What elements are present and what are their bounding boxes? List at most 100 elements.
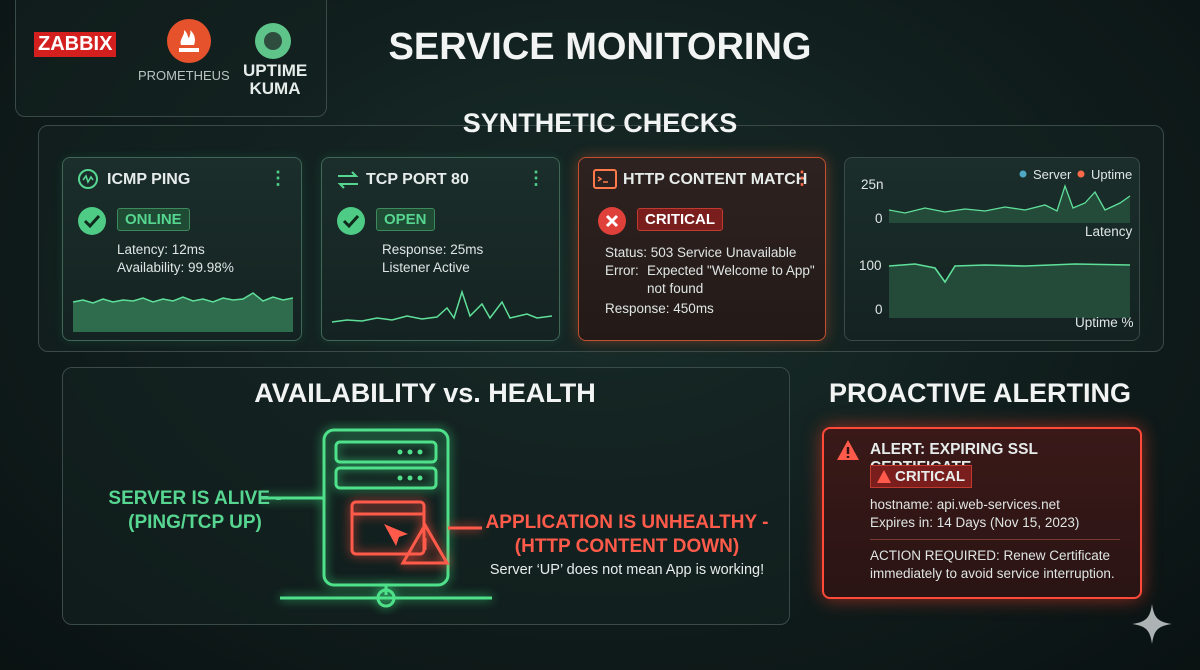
axis-label: 0 bbox=[875, 302, 883, 317]
shape bbox=[597, 176, 608, 183]
shape bbox=[334, 466, 438, 490]
legend-entry: Uptime bbox=[1091, 167, 1133, 182]
uptime-kuma-label: UPTIME KUMA bbox=[243, 62, 307, 98]
check-card: TCP PORT 80 ⋮ OPEN Response: 25ms Listene… bbox=[321, 157, 560, 341]
axis-title: Latency bbox=[1085, 224, 1133, 239]
menu-icon: ⋮ bbox=[793, 168, 811, 188]
page-title: SERVICE MONITORING bbox=[388, 26, 812, 68]
health-panel bbox=[62, 367, 790, 625]
shape bbox=[264, 32, 282, 50]
shape bbox=[888, 183, 1131, 214]
shape bbox=[889, 186, 1130, 223]
health-note: Server ‘UP’ does not mean App is working… bbox=[489, 562, 765, 578]
label-line: APPLICATION IS UNHEALTHY - bbox=[485, 512, 769, 533]
section-title: AVAILABILITY vs. HEALTH bbox=[254, 378, 596, 408]
shape bbox=[888, 263, 1131, 284]
axis-label: 100 bbox=[859, 258, 882, 273]
app-status: APPLICATION IS UNHEALTHY - (HTTP CONTENT … bbox=[482, 511, 772, 559]
logo-text: UPTIME bbox=[243, 61, 308, 80]
error-icon bbox=[598, 207, 626, 235]
shape bbox=[384, 524, 408, 546]
shape bbox=[73, 292, 293, 304]
shape bbox=[397, 449, 423, 481]
shape bbox=[337, 171, 359, 189]
card-line: Response: 25ms bbox=[382, 242, 484, 257]
label-line: SERVER IS ALIVE - bbox=[108, 488, 282, 509]
check-icon bbox=[337, 207, 365, 235]
uptime-kuma-icon bbox=[255, 23, 291, 59]
shape bbox=[82, 174, 94, 184]
legend-entry: Server bbox=[1033, 167, 1072, 182]
shape bbox=[260, 428, 492, 608]
alert-line: Expires in: 14 Days (Nov 15, 2023) bbox=[870, 515, 1080, 530]
shape bbox=[407, 449, 413, 455]
shape bbox=[78, 169, 98, 189]
shape bbox=[397, 449, 403, 455]
shape bbox=[332, 289, 552, 323]
shape bbox=[83, 214, 101, 229]
server-diagram bbox=[260, 428, 492, 608]
card-title: ICMP PING bbox=[107, 171, 191, 188]
card-line: Availability: 99.98% bbox=[117, 260, 234, 275]
menu-icon: ⋮ bbox=[269, 168, 287, 188]
alert-card: ALERT: EXPIRING SSL CERTIFICATE CRITICAL… bbox=[822, 427, 1142, 599]
label-line: (PING/TCP UP) bbox=[128, 512, 262, 533]
check-card: ICMP PING ⋮ ONLINE Latency: 12ms Availabi… bbox=[62, 157, 302, 341]
port-icon bbox=[337, 171, 359, 189]
check-icon bbox=[78, 207, 106, 235]
shape bbox=[1132, 604, 1172, 644]
axis-label: 0 bbox=[875, 211, 883, 226]
sparkline bbox=[73, 292, 293, 332]
alert-line: ACTION REQUIRED: Renew Certificate bbox=[870, 548, 1111, 563]
status-badge: OPEN bbox=[376, 208, 435, 231]
prometheus-label: PROMETHEUS bbox=[138, 68, 230, 83]
shape bbox=[342, 214, 360, 229]
status-badge: ONLINE bbox=[117, 208, 190, 231]
shape bbox=[376, 588, 396, 608]
alert-icon bbox=[877, 470, 891, 483]
shape bbox=[352, 512, 482, 530]
shape bbox=[1019, 170, 1027, 178]
axis-label: 25n bbox=[861, 177, 884, 192]
shape bbox=[334, 440, 438, 464]
shape bbox=[889, 264, 1130, 318]
ping-icon bbox=[78, 169, 98, 189]
shape bbox=[1077, 170, 1085, 178]
card-line: Error: bbox=[605, 263, 639, 278]
http-icon bbox=[593, 169, 617, 189]
shape bbox=[407, 475, 413, 481]
shape bbox=[350, 500, 482, 565]
section-title: PROACTIVE ALERTING bbox=[828, 378, 1131, 408]
card-line: Listener Active bbox=[382, 260, 470, 275]
card-title: HTTP CONTENT MATCH bbox=[623, 171, 808, 188]
graph bbox=[888, 170, 1131, 318]
sparkline bbox=[332, 289, 552, 323]
shape bbox=[78, 207, 106, 235]
card-line: not found bbox=[647, 281, 704, 296]
menu-icon: ⋮ bbox=[527, 168, 545, 188]
label-line: (HTTP CONTENT DOWN) bbox=[514, 536, 740, 557]
sparkle-icon bbox=[1132, 604, 1172, 644]
graph-card: Server Uptime 25n 0 Latency 100 0 Uptime… bbox=[844, 157, 1140, 341]
card-line: Status: 503 Service Unavailable bbox=[605, 245, 797, 260]
shape bbox=[73, 293, 293, 332]
shape bbox=[593, 169, 617, 189]
status-badge: CRITICAL bbox=[637, 208, 723, 231]
shape bbox=[605, 214, 619, 228]
shape bbox=[179, 30, 199, 52]
shape bbox=[397, 475, 403, 481]
prometheus-icon bbox=[167, 19, 211, 63]
section-title: SYNTHETIC CHECKS bbox=[462, 108, 738, 138]
card-line: Latency: 12ms bbox=[117, 242, 205, 257]
shape bbox=[417, 475, 423, 481]
divider bbox=[870, 539, 1120, 540]
alert-line: immediately to avoid service interruptio… bbox=[870, 566, 1115, 581]
axis-title: Uptime % bbox=[1075, 315, 1134, 330]
shape bbox=[877, 470, 891, 483]
card-title: TCP PORT 80 bbox=[366, 171, 469, 188]
alert-severity: CRITICAL bbox=[870, 465, 972, 488]
shape bbox=[337, 207, 365, 235]
zabbix-logo: ZABBIX bbox=[34, 32, 117, 57]
alert-line: hostname: api.web-services.net bbox=[870, 497, 1060, 512]
